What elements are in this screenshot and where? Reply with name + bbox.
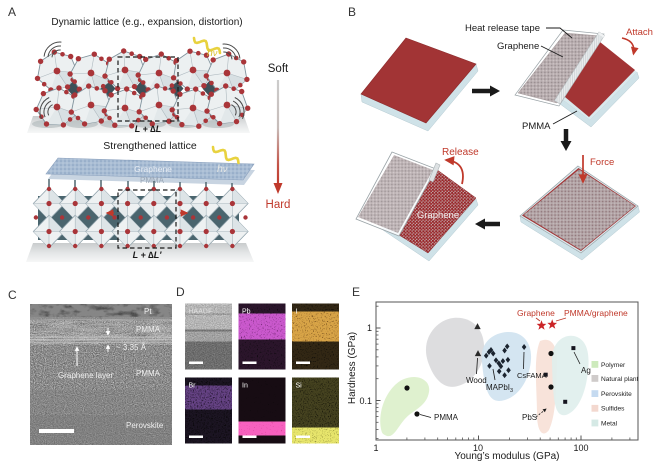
svg-text:L + ∆L: L + ∆L bbox=[135, 124, 162, 134]
svg-text:Strengthened lattice: Strengthened lattice bbox=[103, 140, 197, 152]
svg-text:Natural plant: Natural plant bbox=[601, 376, 639, 383]
svg-text:PMMA: PMMA bbox=[136, 369, 161, 378]
svg-text:hν: hν bbox=[207, 47, 218, 59]
svg-text:Si: Si bbox=[296, 383, 303, 390]
svg-text:MAPbI3: MAPbI3 bbox=[486, 383, 513, 394]
svg-text:Graphene: Graphene bbox=[417, 210, 459, 221]
svg-text:PMMA: PMMA bbox=[136, 325, 161, 334]
svg-text:1: 1 bbox=[373, 443, 378, 453]
svg-text:PMMA/graphene: PMMA/graphene bbox=[564, 308, 628, 318]
svg-text:A: A bbox=[8, 5, 16, 19]
svg-text:PMMA: PMMA bbox=[434, 413, 459, 422]
svg-text:L + ∆L′: L + ∆L′ bbox=[133, 250, 163, 260]
svg-text:In: In bbox=[242, 383, 248, 390]
svg-text:Graphene: Graphene bbox=[497, 41, 539, 52]
svg-text:Hardness (GPa): Hardness (GPa) bbox=[347, 332, 358, 404]
svg-text:Ag: Ag bbox=[581, 366, 591, 375]
svg-text:Perovskite: Perovskite bbox=[601, 391, 632, 398]
svg-text:Metal: Metal bbox=[601, 420, 618, 427]
svg-text:PbS: PbS bbox=[522, 413, 537, 422]
svg-text:Graphene: Graphene bbox=[517, 308, 555, 318]
svg-text:E: E bbox=[352, 285, 360, 299]
svg-text:Young’s modulus (GPa): Young’s modulus (GPa) bbox=[454, 451, 559, 462]
svg-text:Perovskite: Perovskite bbox=[126, 421, 164, 430]
svg-text:Pt: Pt bbox=[144, 307, 152, 316]
svg-text:Graphene: Graphene bbox=[134, 164, 172, 174]
svg-text:10: 10 bbox=[473, 443, 483, 453]
svg-text:hν: hν bbox=[217, 163, 228, 175]
svg-text:1: 1 bbox=[367, 323, 372, 333]
svg-text:PMMA: PMMA bbox=[140, 176, 165, 185]
svg-text:Graphene layer: Graphene layer bbox=[58, 371, 113, 380]
svg-text:Sulfides: Sulfides bbox=[601, 406, 625, 413]
svg-text:Force: Force bbox=[590, 157, 614, 168]
svg-text:PMMA: PMMA bbox=[522, 121, 551, 132]
svg-text:~ 3.35 Å: ~ 3.35 Å bbox=[116, 343, 147, 352]
svg-text:D: D bbox=[176, 285, 185, 299]
svg-text:0.1: 0.1 bbox=[359, 396, 372, 406]
svg-text:Heat release tape: Heat release tape bbox=[465, 23, 540, 34]
svg-text:Attach: Attach bbox=[626, 27, 653, 38]
svg-text:Release: Release bbox=[442, 147, 479, 158]
svg-text:C: C bbox=[8, 288, 17, 302]
svg-text:Br: Br bbox=[189, 383, 197, 390]
svg-text:Polymer: Polymer bbox=[601, 362, 626, 369]
svg-text:Soft: Soft bbox=[268, 63, 289, 75]
svg-text:100: 100 bbox=[573, 443, 588, 453]
svg-text:Dynamic lattice (e.g., expansi: Dynamic lattice (e.g., expansion, distor… bbox=[51, 17, 242, 28]
svg-text:Wood: Wood bbox=[466, 376, 487, 385]
svg-text:B: B bbox=[348, 5, 356, 19]
svg-text:CsFAMA: CsFAMA bbox=[517, 371, 547, 380]
svg-text:HAADF: HAADF bbox=[189, 309, 213, 316]
svg-text:Pb: Pb bbox=[242, 309, 251, 316]
svg-text:I: I bbox=[296, 309, 298, 316]
svg-text:Hard: Hard bbox=[266, 199, 291, 211]
